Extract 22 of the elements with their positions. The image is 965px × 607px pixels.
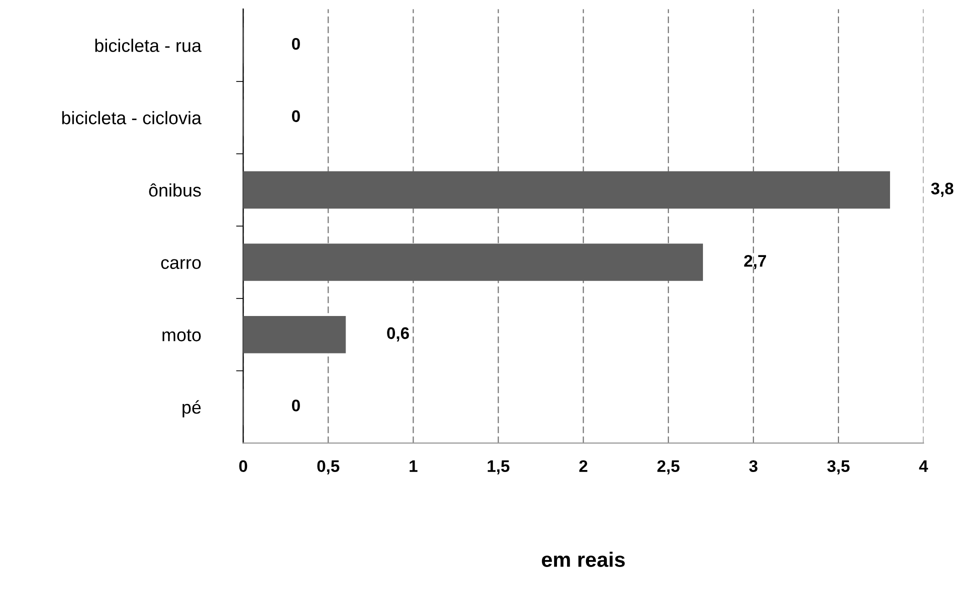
data-label: 0 xyxy=(292,400,300,412)
x-tick-label: 1,5 xyxy=(488,460,510,474)
data-label: 0 xyxy=(292,110,300,122)
data-label: 2,7 xyxy=(744,254,766,270)
x-tick-label: 4 xyxy=(919,460,928,472)
y-tick-label: bicicleta - rua xyxy=(95,38,202,52)
x-tick-label: 0 xyxy=(239,460,248,472)
x-axis-title: em reais xyxy=(542,552,625,568)
data-label: 0 xyxy=(292,38,300,50)
y-tick-label: bicicleta - ciclovia xyxy=(62,111,202,124)
y-tick-label: ônibus xyxy=(149,183,201,197)
data-label: 3,8 xyxy=(931,182,954,197)
y-tick-label: moto xyxy=(162,329,201,342)
x-tick-label: 2,5 xyxy=(657,460,680,474)
y-tick-label: carro xyxy=(161,259,201,269)
x-tick-label: 1 xyxy=(410,460,418,472)
x-tick-label: 0,5 xyxy=(317,460,340,474)
x-tick-label: 2 xyxy=(579,460,588,472)
y-tick-label: pé xyxy=(182,400,201,418)
x-tick-label: 3 xyxy=(749,460,758,472)
x-tick-label: 3,5 xyxy=(827,460,850,474)
data-label: 0,6 xyxy=(387,327,409,342)
